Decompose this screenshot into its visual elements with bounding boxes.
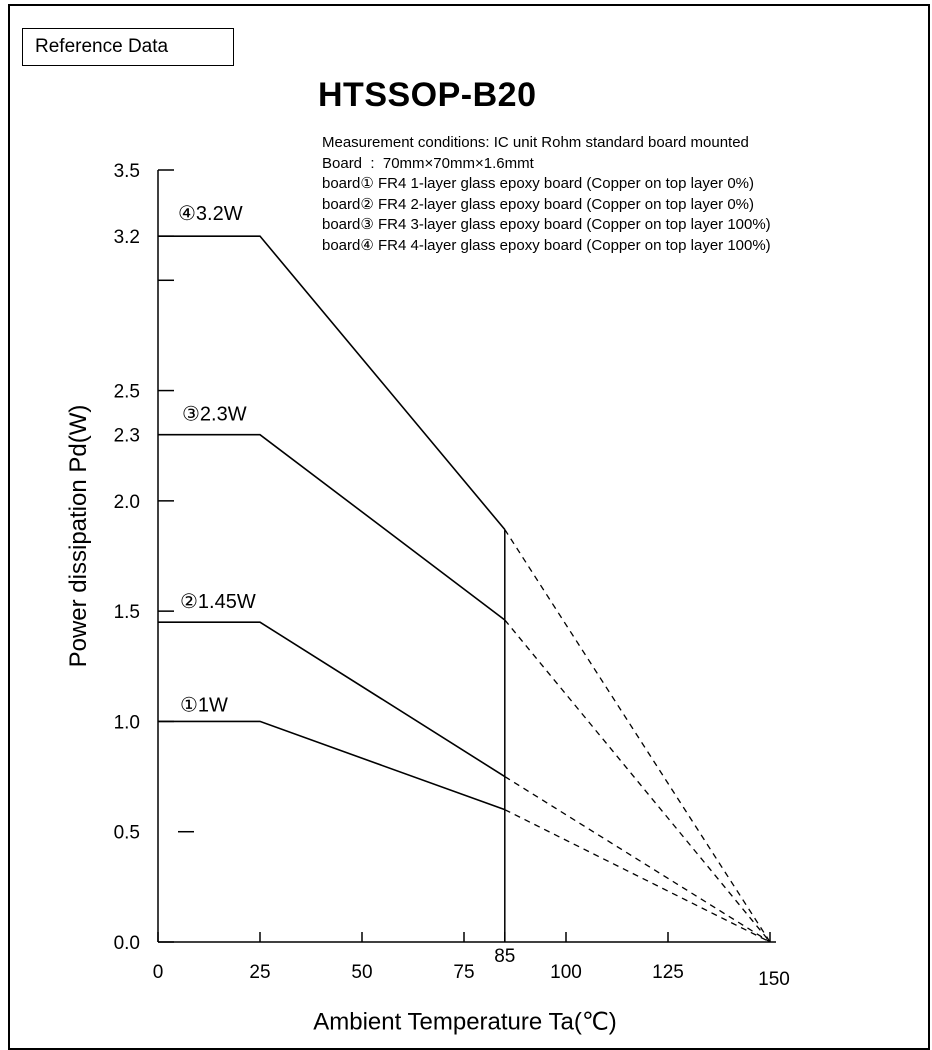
reference-data-label: Reference Data (22, 28, 234, 66)
series-extrapolation-dashed (504, 776, 771, 943)
y-tick-label: 2.3 (114, 426, 140, 447)
x-tick-label: 100 (550, 962, 582, 983)
x-tick-label: 75 (453, 962, 474, 983)
series-line (158, 720, 506, 811)
y-tick-label: 0.0 (114, 933, 140, 954)
chart-title: HTSSOP-B20 (318, 76, 537, 114)
y-tick-label: 1.0 (114, 712, 140, 733)
series-label: ②1.45W (180, 591, 256, 613)
series-extrapolation-dashed (504, 809, 771, 943)
y-tick-label: 3.5 (114, 161, 140, 182)
series-line (158, 621, 506, 778)
x-marker-label: 85 (494, 946, 515, 967)
series-extrapolation-dashed (504, 529, 771, 943)
series-label: ④3.2W (178, 203, 243, 225)
measurement-conditions: Measurement conditions: IC unit Rohm sta… (322, 133, 771, 256)
series-extrapolation-dashed (504, 619, 771, 943)
condition-line-measurement: Measurement conditions: IC unit Rohm sta… (322, 134, 749, 151)
y-tick-label: 2.0 (114, 492, 140, 513)
x-tick-label: 0 (153, 962, 164, 983)
x-tick-label: 125 (652, 962, 684, 983)
condition-line-board-size: Board : 70mm×70mm×1.6mmt (322, 154, 534, 172)
condition-line-board-3: board③ FR4 3-layer glass epoxy board (Co… (322, 216, 771, 233)
x-tick-label: 25 (249, 962, 270, 983)
condition-line-board-2: board② FR4 2-layer glass epoxy board (Co… (322, 195, 754, 213)
y-tick-label: 2.5 (114, 382, 140, 403)
condition-line-board-1: board① FR4 1-layer glass epoxy board (Co… (322, 175, 754, 192)
y-tick-label: 1.5 (114, 602, 140, 623)
y-tick-label: 3.2 (114, 227, 140, 248)
condition-line-board-4: board④ FR4 4-layer glass epoxy board (Co… (322, 236, 771, 254)
series-label: ①1W (180, 694, 228, 716)
series-line (158, 433, 506, 621)
x-tick-label: 50 (351, 962, 372, 983)
series-line (158, 235, 506, 531)
x-tick-label: 150 (758, 969, 790, 990)
x-axis-label: Ambient Temperature Ta(℃) (313, 1008, 617, 1036)
series-label: ③2.3W (182, 404, 247, 426)
y-tick-label: 0.5 (114, 823, 140, 844)
